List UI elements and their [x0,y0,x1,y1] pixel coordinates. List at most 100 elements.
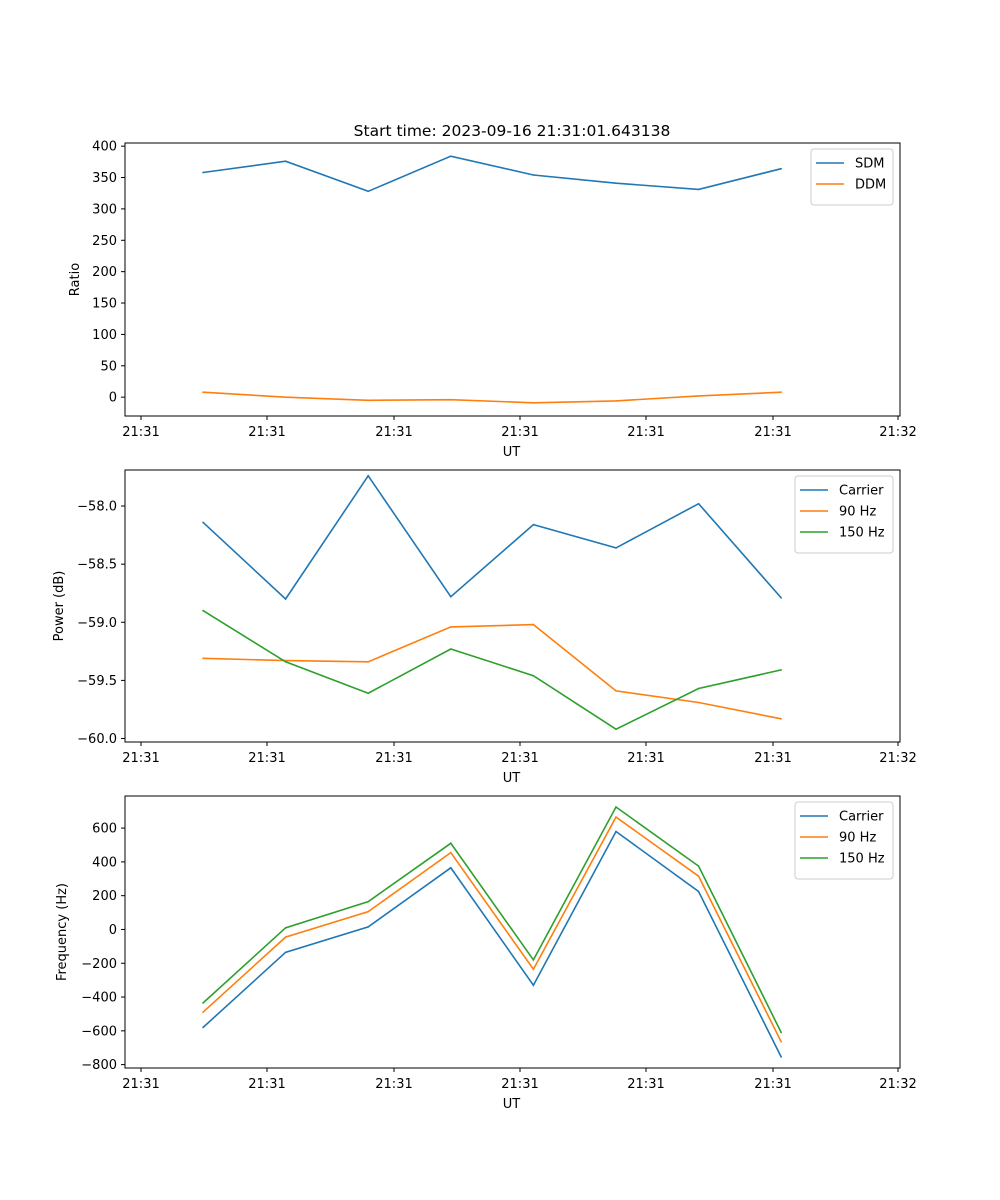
x-tick-label: 21:31 [375,1077,412,1092]
data-point [367,910,370,913]
data-point [697,395,700,397]
y-tick-label: 400 [92,140,117,155]
data-point [780,597,782,599]
axes-frame [124,469,901,743]
data-point [780,718,782,720]
axes-frame [124,142,901,417]
series-line-carrier [202,830,782,1058]
data-point [615,806,617,808]
x-axis-label: UT [503,1097,521,1112]
data-point [202,609,204,612]
data-point [450,626,452,628]
data-point [697,502,700,505]
data-point [615,690,617,692]
legend-entry: Carrier [839,810,884,825]
y-tick-label: −400 [81,991,117,1006]
legend-box [794,475,894,554]
data-point [284,661,287,663]
data-point [697,687,700,690]
data-point [202,1011,204,1013]
data-point [450,648,452,650]
x-tick-label: 21:31 [375,425,412,440]
data-point [615,816,617,818]
x-axis-label: UT [503,771,521,786]
data-point [615,547,617,549]
data-point [780,669,782,671]
data-point [367,661,370,663]
data-point [532,968,535,970]
x-tick-label: 21:31 [627,425,664,440]
y-tick-label: 50 [100,359,117,374]
x-tick-label: 21:31 [248,425,285,440]
legend-entry: SDM [855,157,884,172]
panel-3: 21:31 21:31 21:31 21:31 21:31 21:31 21:32 600 40… [55,795,917,1112]
data-point [202,521,204,524]
y-tick-label: −600 [81,1024,117,1039]
series-line-ddm [202,391,782,404]
series-line-150-hz [202,609,782,731]
y-tick-label: −59.5 [77,674,117,689]
data-point [284,160,287,162]
series-line-carrier [202,474,782,601]
panels: 21:31 21:31 21:31 21:31 21:31 21:31 21:32 0 50 10… [52,140,917,1112]
data-point [532,984,535,986]
data-point [284,598,287,600]
series-line-90-hz [202,623,782,720]
data-point [202,1026,204,1029]
data-point [697,865,700,867]
data-point [450,595,452,598]
data-point [697,890,700,893]
data-point [615,830,617,833]
series-line-90-hz [202,815,782,1043]
legend-box [794,801,894,880]
data-point [450,867,452,869]
data-point [532,402,535,404]
y-tick-label: −58.0 [77,500,117,515]
data-point [367,900,370,903]
data-point [780,167,782,170]
x-tick-label: 21:31 [122,1077,159,1092]
axes-frame [124,795,901,1069]
data-point [284,936,287,938]
data-point [367,475,370,477]
series-line-sdm [202,155,782,193]
y-axis-label: Ratio [68,263,83,296]
data-point [450,842,452,845]
y-tick-label: −58.5 [77,558,117,573]
x-tick-label: 21:31 [754,425,791,440]
x-tick-label: 21:31 [501,425,538,440]
data-point [697,188,700,191]
legend-entry: 90 Hz [839,831,876,846]
data-point [532,674,535,677]
x-tick-label: 21:31 [501,1077,538,1092]
y-tick-label: 300 [92,202,117,217]
data-point [202,657,204,660]
data-point [780,1041,782,1043]
data-point [780,1056,782,1058]
data-point [697,701,700,704]
y-tick-label: −59.0 [77,616,117,631]
data-point [780,1031,782,1034]
legend: SDM DDM [810,148,894,206]
figure-title: Start time: 2023-09-16 21:31:01.643138 [354,122,671,140]
y-tick-label: 400 [92,855,117,870]
data-point [615,182,617,184]
x-tick-label: 21:32 [879,751,916,766]
data-point [284,396,287,399]
y-axis-label: Power (dB) [52,571,67,642]
data-point [367,926,370,928]
legend-entry: DDM [855,178,886,193]
x-tick-label: 21:31 [627,1077,664,1092]
x-tick-label: 21:31 [501,751,538,766]
data-point [202,1002,204,1004]
x-tick-label: 21:31 [122,425,159,440]
series-line-150-hz [202,805,782,1033]
y-tick-label: 350 [92,171,117,186]
y-tick-label: 150 [92,297,117,312]
legend-entry: 150 Hz [839,852,885,867]
x-tick-label: 21:31 [122,751,159,766]
data-point [615,728,617,730]
y-tick-label: 0 [109,391,117,406]
y-tick-label: 600 [92,822,117,837]
y-tick-label: 250 [92,234,117,249]
